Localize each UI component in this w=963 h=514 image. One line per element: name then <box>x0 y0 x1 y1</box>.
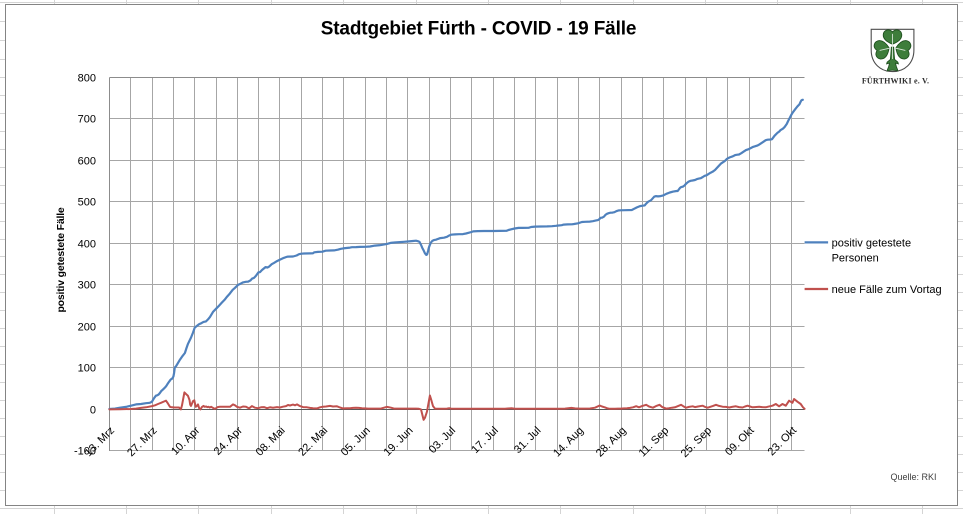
svg-text:-100: -100 <box>74 446 96 458</box>
svg-text:200: 200 <box>78 322 96 334</box>
svg-text:Quelle: RKI: Quelle: RKI <box>891 472 937 482</box>
svg-text:positiv getestete: positiv getestete <box>832 238 912 250</box>
svg-text:800: 800 <box>78 73 96 85</box>
svg-text:0: 0 <box>90 405 96 417</box>
svg-text:Stadtgebiet Fürth - COVID - 19: Stadtgebiet Fürth - COVID - 19 Fälle <box>321 19 637 40</box>
svg-text:300: 300 <box>78 280 96 292</box>
svg-text:600: 600 <box>78 156 96 168</box>
svg-text:neue Fälle zum Vortag: neue Fälle zum Vortag <box>832 284 942 296</box>
svg-text:700: 700 <box>78 114 96 126</box>
svg-text:100: 100 <box>78 363 96 375</box>
svg-text:positiv getestete Fälle: positiv getestete Fälle <box>55 207 67 312</box>
svg-text:Personen: Personen <box>832 253 879 265</box>
svg-text:400: 400 <box>78 239 96 251</box>
svg-text:FÜRTHWIKI e. V.: FÜRTHWIKI e. V. <box>862 77 929 86</box>
svg-text:500: 500 <box>78 197 96 209</box>
